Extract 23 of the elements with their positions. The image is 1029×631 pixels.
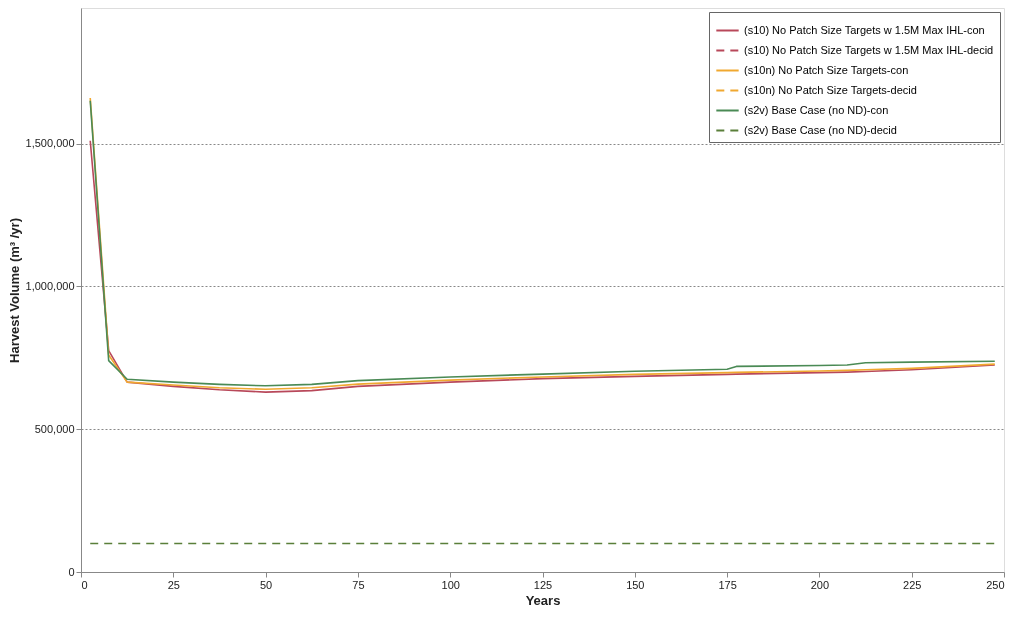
y-tick-label: 500,000	[34, 422, 75, 435]
y-tick-label: 1,000,000	[25, 279, 75, 292]
x-tick-label: 250	[986, 578, 1005, 591]
x-tick-label: 25	[167, 578, 180, 591]
x-tick-label: 125	[533, 578, 553, 591]
legend-label: (s10) No Patch Size Targets w 1.5M Max IHL-decid	[744, 43, 994, 56]
legend-label: (s2v) Base Case (no ND)-con	[744, 103, 889, 116]
x-tick-label: 0	[81, 578, 88, 591]
x-tick-label: 150	[626, 578, 645, 591]
legend-label: (s10n) No Patch Size Targets-con	[744, 63, 909, 76]
y-tick-label: 1,500,000	[25, 137, 75, 150]
x-tick-label: 75	[352, 578, 365, 591]
x-tick-label: 200	[810, 578, 830, 591]
x-tick-label: 100	[441, 578, 460, 591]
y-axis-title: Harvest Volume (m³ /yr)	[6, 218, 22, 363]
x-axis-title: Years	[525, 592, 561, 608]
legend-label: (s10n) No Patch Size Targets-decid	[744, 83, 917, 96]
x-tick-label: 225	[903, 578, 922, 591]
legend-label: (s10) No Patch Size Targets w 1.5M Max IHL-con	[744, 23, 985, 36]
x-tick-label: 50	[259, 578, 273, 591]
y-tick-label: 0	[68, 565, 75, 578]
legend-label: (s2v) Base Case (no ND)-decid	[744, 123, 897, 136]
x-tick-label: 175	[718, 578, 737, 591]
